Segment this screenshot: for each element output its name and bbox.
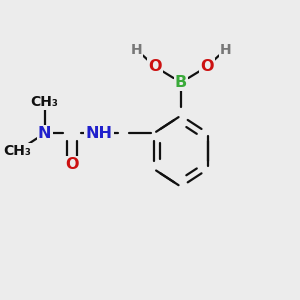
Text: B: B <box>175 75 187 90</box>
Text: CH₃: CH₃ <box>3 144 31 158</box>
Text: O: O <box>200 59 214 74</box>
Text: O: O <box>65 158 79 172</box>
Text: H: H <box>131 43 142 56</box>
Text: O: O <box>148 59 162 74</box>
Text: NH: NH <box>86 126 113 141</box>
Text: CH₃: CH₃ <box>31 95 58 109</box>
Text: H: H <box>220 43 231 56</box>
Text: N: N <box>38 126 51 141</box>
